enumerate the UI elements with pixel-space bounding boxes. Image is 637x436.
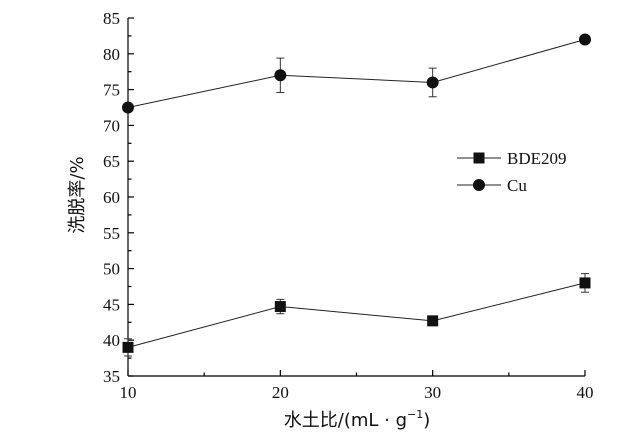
y-tick-label: 55 <box>103 224 120 243</box>
x-axis-title-end: ) <box>423 410 430 431</box>
x-tick-label: 20 <box>272 383 289 402</box>
series-cu <box>122 33 591 114</box>
data-point-cu <box>579 33 591 46</box>
x-tick-label: 40 <box>577 383 594 402</box>
series-layer <box>122 33 591 357</box>
data-point-cu <box>122 101 134 114</box>
legend-item-cu: Cu <box>457 176 527 195</box>
data-point-cu <box>426 76 439 89</box>
y-tick-label: 70 <box>103 116 120 135</box>
y-tick-label: 80 <box>103 45 120 64</box>
y-tick-label: 65 <box>103 152 120 171</box>
x-tick-label: 10 <box>120 383 137 402</box>
x-tick-label: 30 <box>424 383 441 402</box>
legend-label-cu: Cu <box>507 176 527 195</box>
legend-item-bde209: BDE209 <box>457 149 567 168</box>
data-point-bde209 <box>579 277 591 289</box>
series-bde209 <box>122 273 591 357</box>
y-tick-label: 85 <box>103 9 120 28</box>
x-axis-title: 水土比/(mL · g−1) <box>284 408 431 431</box>
legend-marker-cu <box>473 179 485 191</box>
y-tick-label: 75 <box>103 81 120 100</box>
x-axis-title-main: 水土比/(mL · g <box>284 410 407 431</box>
data-point-bde209 <box>122 341 134 353</box>
x-axis-title-sup: −1 <box>407 408 423 421</box>
legend-marker-bde209 <box>473 152 485 164</box>
y-tick-label: 50 <box>103 260 120 279</box>
legend: BDE209 Cu <box>457 149 567 195</box>
legend-label-bde209: BDE209 <box>507 149 567 168</box>
y-tick-label: 45 <box>103 295 120 314</box>
y-tick-label: 35 <box>103 367 120 386</box>
data-point-bde209 <box>274 301 286 313</box>
series-line-bde209 <box>127 282 586 348</box>
ticks: 35 40 45 50 55 60 65 70 75 80 85 10 20 30 40 <box>103 9 594 402</box>
series-line-cu <box>127 38 586 108</box>
data-point-cu <box>274 69 287 82</box>
y-axis-title: 洗脱率/% <box>67 156 88 233</box>
data-point-bde209 <box>427 315 439 327</box>
y-tick-label: 40 <box>103 331 120 350</box>
axes <box>127 18 585 377</box>
y-tick-label: 60 <box>103 188 120 207</box>
